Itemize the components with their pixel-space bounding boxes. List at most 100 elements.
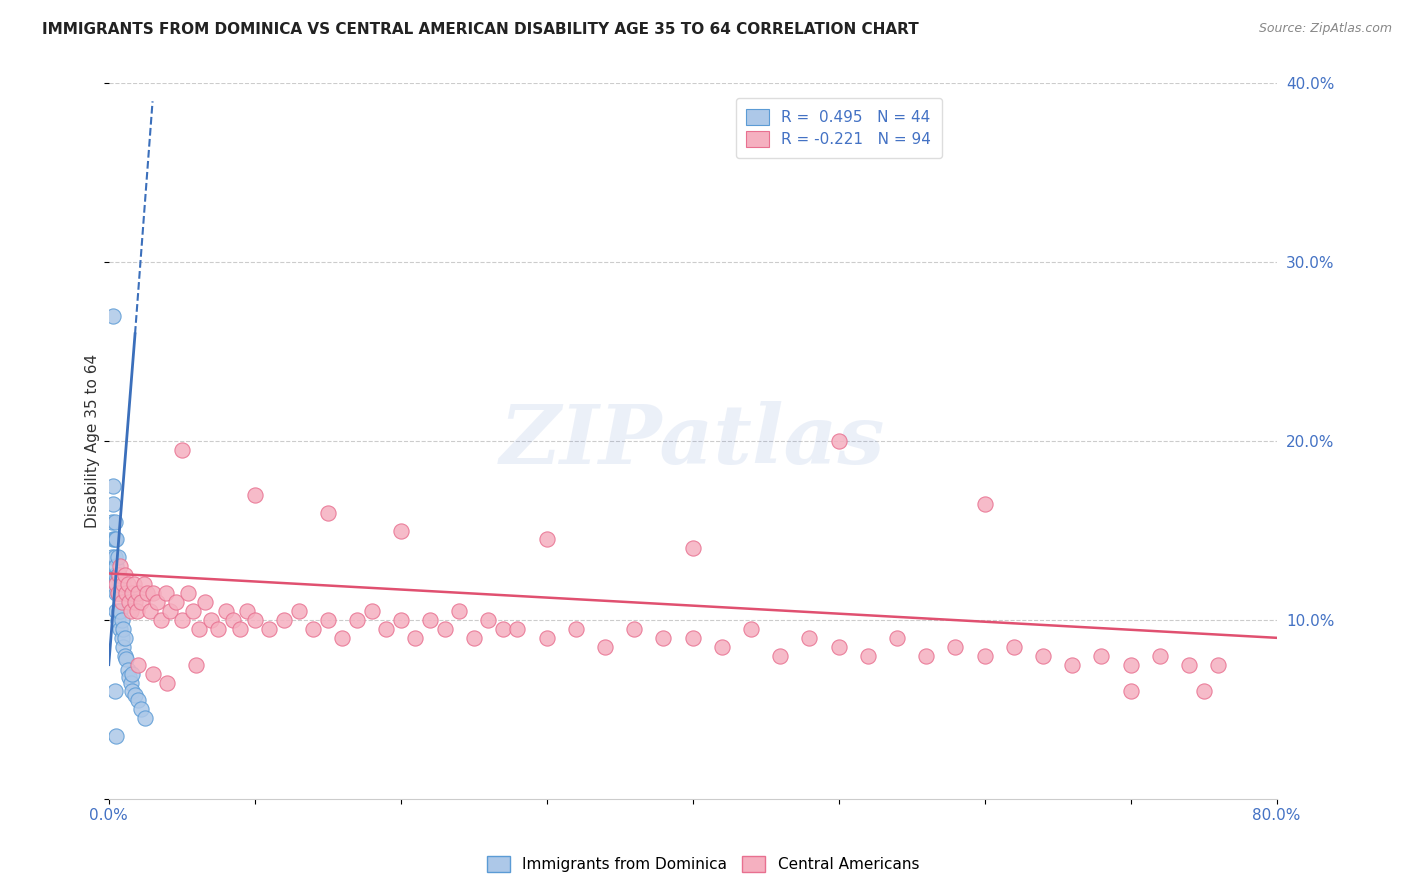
Point <box>105 568 128 582</box>
Point <box>1002 640 1025 654</box>
Point <box>135 586 157 600</box>
Point <box>1090 648 1112 663</box>
Point <box>1206 657 1229 672</box>
Point <box>120 675 142 690</box>
Point <box>360 604 382 618</box>
Point <box>769 648 792 663</box>
Point <box>273 613 295 627</box>
Point <box>404 631 426 645</box>
Point <box>121 666 143 681</box>
Point <box>111 595 134 609</box>
Point <box>122 577 145 591</box>
Point <box>104 684 127 698</box>
Point <box>536 631 558 645</box>
Point <box>915 648 938 663</box>
Point <box>115 652 138 666</box>
Point <box>107 586 129 600</box>
Point <box>107 613 129 627</box>
Point <box>330 631 353 645</box>
Point <box>652 631 675 645</box>
Point <box>104 533 127 547</box>
Point <box>107 568 129 582</box>
Point <box>214 604 236 618</box>
Point <box>118 595 141 609</box>
Point <box>110 586 132 600</box>
Point <box>127 693 149 707</box>
Point <box>856 648 879 663</box>
Point <box>108 586 131 600</box>
Point <box>105 586 128 600</box>
Point <box>114 648 136 663</box>
Point <box>105 729 128 743</box>
Point <box>121 586 143 600</box>
Point <box>389 613 412 627</box>
Point <box>1149 648 1171 663</box>
Point <box>112 622 135 636</box>
Point <box>682 631 704 645</box>
Point <box>477 613 499 627</box>
Point <box>104 568 127 582</box>
Point <box>1119 684 1142 698</box>
Text: ZIPatlas: ZIPatlas <box>501 401 886 481</box>
Point <box>105 533 128 547</box>
Point <box>1192 684 1215 698</box>
Point <box>536 533 558 547</box>
Point <box>105 604 128 618</box>
Point <box>243 488 266 502</box>
Point <box>799 631 821 645</box>
Point <box>463 631 485 645</box>
Point <box>127 586 149 600</box>
Point <box>593 640 616 654</box>
Point <box>827 434 849 449</box>
Point <box>449 604 471 618</box>
Point <box>194 595 217 609</box>
Point <box>302 622 325 636</box>
Point <box>138 604 160 618</box>
Point <box>101 533 124 547</box>
Point <box>973 497 995 511</box>
Point <box>389 524 412 538</box>
Point <box>111 631 134 645</box>
Point <box>110 622 132 636</box>
Point <box>155 586 177 600</box>
Point <box>827 640 849 654</box>
Point <box>100 550 122 565</box>
Point <box>316 613 339 627</box>
Legend: Immigrants from Dominica, Central Americans: Immigrants from Dominica, Central Americ… <box>479 848 927 880</box>
Point <box>142 666 165 681</box>
Point <box>236 604 259 618</box>
Point <box>120 604 142 618</box>
Point <box>127 657 149 672</box>
Point <box>117 577 139 591</box>
Point <box>114 631 136 645</box>
Point <box>159 604 181 618</box>
Point <box>259 622 281 636</box>
Point <box>112 577 135 591</box>
Point <box>110 604 132 618</box>
Point <box>101 497 124 511</box>
Point <box>229 622 252 636</box>
Point <box>112 640 135 654</box>
Point <box>125 604 148 618</box>
Point <box>104 515 127 529</box>
Point <box>150 613 173 627</box>
Point <box>1032 648 1054 663</box>
Point <box>165 595 187 609</box>
Point <box>419 613 441 627</box>
Point <box>108 568 131 582</box>
Point <box>346 613 368 627</box>
Point <box>132 577 155 591</box>
Point <box>740 622 762 636</box>
Point <box>124 595 146 609</box>
Point <box>186 657 208 672</box>
Point <box>108 568 131 582</box>
Y-axis label: Disability Age 35 to 64: Disability Age 35 to 64 <box>86 354 100 528</box>
Point <box>118 670 141 684</box>
Point <box>107 550 129 565</box>
Point <box>110 559 132 574</box>
Point <box>243 613 266 627</box>
Point <box>287 604 309 618</box>
Point <box>433 622 456 636</box>
Point <box>375 622 398 636</box>
Point <box>565 622 588 636</box>
